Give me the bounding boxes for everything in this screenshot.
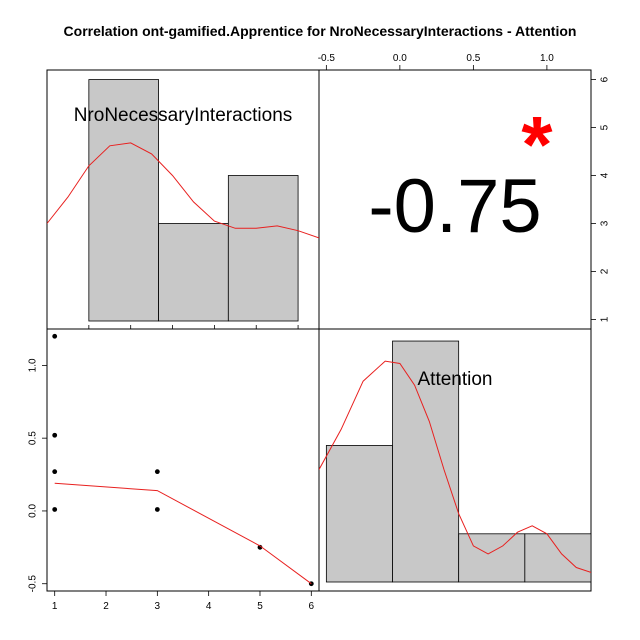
scatter-point-7 [257,544,263,550]
scatter-point-3 [52,469,58,475]
bottom-axis-tick-label-3: 3 [155,601,161,612]
histogram-bar-2 [158,223,229,322]
fit-line [54,482,312,585]
variable-label-nro-necessary-interactions: NroNecessaryInteractions [74,105,293,126]
bottom-axis-tick-label-2: 2 [103,601,109,612]
chart-title: Correlation ont-gamified.Apprentice for … [64,23,577,39]
density-curve [47,142,319,239]
histogram-nro-necessary-interactions [47,79,319,329]
bottom-axis-tick-label-4: 4 [206,601,212,612]
panel-bottom-right [318,328,592,592]
right-axis-tick-label-5: 5 [600,124,611,130]
axes: 1 2 3 4 5 6 -0.5 0.0 0.5 1.0 1 2 3 4 5 6 -0.5 0.0 0.5 1.0 [28,53,611,612]
significance-star: * [521,100,553,189]
left-axis-tick-label-1: -0.5 [28,575,39,593]
scatter-point-2 [52,432,58,438]
top-axis-tick-label-4: 1.0 [540,53,554,64]
scatter-point-1 [52,333,58,339]
left-axis-tick-label-4: 1.0 [28,358,39,372]
variable-label-attention: Attention [418,369,493,390]
right-axis-tick-label-1: 1 [600,316,611,322]
right-axis-tick-label-3: 3 [600,220,611,226]
scatter-point-6 [154,507,160,512]
histogram-bar-4 [524,533,592,583]
histogram-bar-3 [458,533,526,583]
bottom-axis-tick-label-1: 1 [52,601,58,612]
histogram-bar-2 [392,340,460,583]
bottom-axis-tick-label-5: 5 [257,601,263,612]
histogram-attention [319,340,592,583]
scatter-point-5 [154,469,160,475]
scatter-point-4 [52,507,58,512]
left-axis-tick-label-3: 0.5 [28,431,39,445]
correlation-value: -0.75 [368,164,541,249]
bottom-axis-tick-label-6: 6 [309,601,315,612]
histogram-bar-1 [325,445,393,583]
right-axis-tick-label-6: 6 [600,76,611,82]
right-axis-tick-label-2: 2 [600,268,611,274]
top-axis-tick-label-1: -0.5 [318,53,336,64]
top-axis-tick-label-2: 0.0 [393,53,407,64]
top-axis-tick-label-3: 0.5 [466,53,480,64]
density-curve [319,360,591,573]
histogram-bar-3 [227,175,299,322]
left-axis-tick-label-2: 0.0 [28,504,39,518]
right-axis-tick-label-4: 4 [600,172,611,178]
scatter-plot [52,333,314,587]
panel-bottom-left [46,328,320,592]
histogram-bar-1 [88,79,159,322]
